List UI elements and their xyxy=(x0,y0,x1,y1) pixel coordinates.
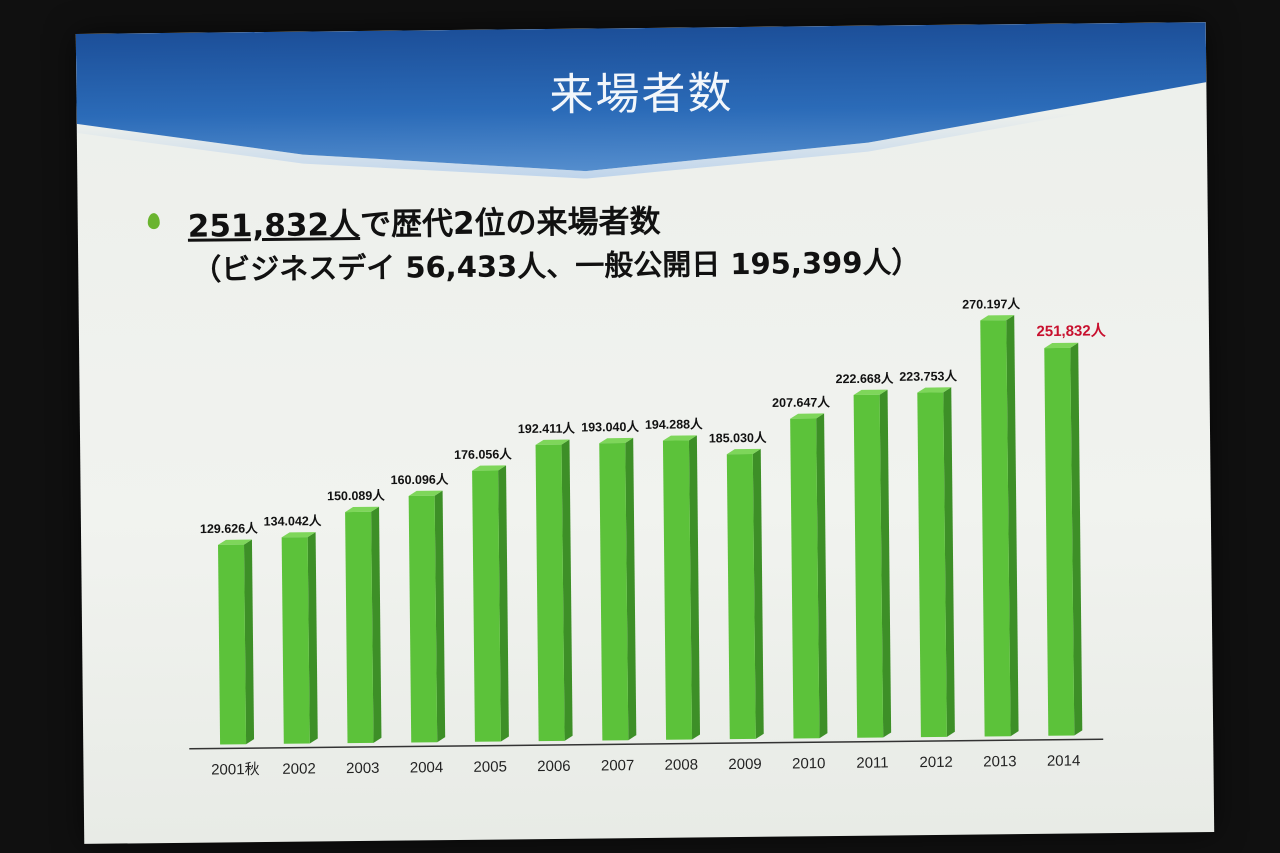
bar-top xyxy=(535,439,570,445)
x-tick-label: 2007 xyxy=(601,757,635,774)
x-tick-label: 2006 xyxy=(537,758,571,775)
bar-side xyxy=(943,387,955,737)
bar-top xyxy=(853,389,888,395)
x-tick-label: 2003 xyxy=(346,760,380,777)
bar xyxy=(535,444,565,742)
bar-side xyxy=(879,389,892,738)
data-label: 192.411人 xyxy=(518,420,576,436)
bar-side xyxy=(816,413,828,739)
data-label: 176.056人 xyxy=(454,446,512,462)
x-tick-label: 2001秋 xyxy=(211,761,260,779)
x-tick-label: 2010 xyxy=(792,755,826,772)
x-tick-label: 2004 xyxy=(410,759,444,776)
bar xyxy=(790,418,820,739)
x-tick-label: 2013 xyxy=(983,753,1017,770)
bar-top xyxy=(1044,342,1079,349)
data-label: 185.030人 xyxy=(709,430,767,446)
bar-top xyxy=(790,413,825,419)
bar-side xyxy=(307,532,318,744)
bar xyxy=(218,544,247,745)
x-tick-label: 2014 xyxy=(1047,752,1081,769)
bar xyxy=(281,537,310,744)
bar-top xyxy=(345,506,380,513)
x-tick-label: 2011 xyxy=(856,754,888,771)
bar xyxy=(1044,347,1075,736)
bar-side xyxy=(625,437,637,741)
x-tick-label: 2009 xyxy=(728,756,762,773)
data-label: 129.626人 xyxy=(200,520,258,536)
bar-side xyxy=(1006,315,1019,737)
bar-top xyxy=(917,387,952,393)
bar-side xyxy=(434,490,446,743)
bar xyxy=(599,442,629,741)
x-axis-line xyxy=(189,738,1104,750)
bar-top xyxy=(408,490,443,496)
bar-top xyxy=(662,435,697,441)
bar xyxy=(472,470,501,742)
data-label: 194.288人 xyxy=(645,416,703,432)
bar xyxy=(662,440,693,740)
bar-top xyxy=(980,315,1015,321)
bar xyxy=(408,495,438,743)
x-tick-label: 2005 xyxy=(473,758,507,775)
bar-top xyxy=(281,532,316,538)
x-tick-label: 2012 xyxy=(919,754,953,771)
x-tick-label: 2002 xyxy=(282,760,316,777)
bar-side xyxy=(1070,342,1083,736)
bar-top xyxy=(472,465,507,471)
bar-side xyxy=(688,435,701,740)
data-label: 207.647人 xyxy=(772,394,830,410)
data-label: 223.753人 xyxy=(899,368,957,384)
bar-side xyxy=(371,506,382,743)
data-label: 193.040人 xyxy=(581,419,639,435)
bar xyxy=(980,320,1011,737)
bar-top xyxy=(599,437,634,444)
bar xyxy=(726,453,756,740)
data-label: 134.042人 xyxy=(264,513,322,529)
x-tick-label: 2008 xyxy=(665,756,699,773)
data-label: 222.668人 xyxy=(836,371,894,387)
bar-side xyxy=(752,448,764,739)
bar-top xyxy=(726,448,761,455)
data-label: 251,832人 xyxy=(1036,322,1106,340)
bar-side xyxy=(498,465,509,742)
data-label: 270.197人 xyxy=(962,296,1020,312)
data-label: 150.089人 xyxy=(327,488,385,504)
slide: 来場者数 251,832人で歴代2位の来場者数 （ビジネスデイ 56,433人、… xyxy=(75,22,1215,844)
bar xyxy=(345,511,374,744)
bar-top xyxy=(218,539,252,545)
bar xyxy=(917,392,947,738)
bar-side xyxy=(244,539,255,745)
data-label: 160.096人 xyxy=(391,472,449,488)
bar-side xyxy=(561,439,573,741)
bar xyxy=(853,394,884,738)
bar-chart: 129.626人 2001秋 134.042人 2002 150.089人 2003 160… xyxy=(189,296,1107,779)
